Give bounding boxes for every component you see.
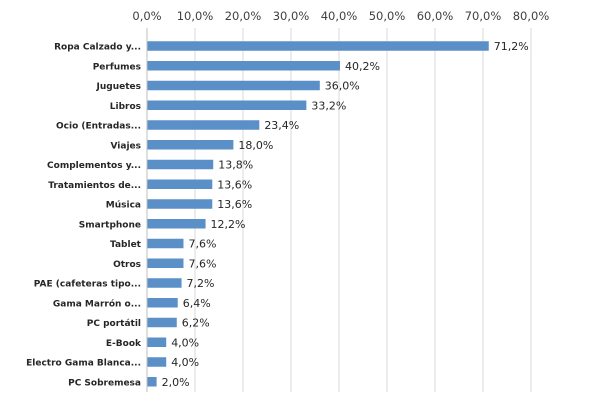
- x-tick-label: 20,0%: [225, 9, 262, 23]
- value-label: 4,0%: [171, 356, 199, 369]
- value-label: 7,2%: [187, 277, 215, 290]
- category-label: E-Book: [106, 339, 142, 349]
- bar: [147, 317, 177, 328]
- category-label: Tratamientos de...: [48, 181, 141, 191]
- category-label: Libros: [110, 102, 141, 112]
- category-label: Perfumes: [93, 62, 141, 72]
- category-label: PC Sobremesa: [68, 378, 141, 388]
- bar: [147, 120, 260, 130]
- bar: [147, 238, 184, 249]
- value-label: 40,2%: [345, 60, 380, 73]
- value-label: 18,0%: [238, 139, 273, 152]
- bar: [147, 377, 157, 387]
- value-label: 2,0%: [162, 376, 190, 389]
- x-tick-label: 60,0%: [417, 9, 454, 23]
- x-tick-label: 80,0%: [513, 9, 550, 23]
- category-label: Otros: [113, 260, 141, 270]
- bar: [147, 41, 489, 51]
- category-label: Música: [106, 201, 141, 211]
- bar: [147, 219, 206, 229]
- bar: [147, 100, 307, 110]
- category-label: PC portátil: [87, 319, 141, 329]
- value-label: 4,0%: [171, 336, 199, 349]
- x-tick-label: 10,0%: [177, 9, 214, 23]
- category-label: Electro Gama Blanca...: [26, 359, 141, 369]
- category-label: PAE (cafeteras tipo...: [34, 280, 141, 290]
- category-label: Ropa Calzado y...: [54, 43, 141, 53]
- x-tick-label: 50,0%: [369, 9, 406, 23]
- value-label: 6,2%: [182, 317, 210, 330]
- category-label: Ocio (Entradas...: [56, 122, 141, 132]
- bars: [147, 41, 489, 387]
- value-label: 23,4%: [264, 119, 299, 132]
- value-label: 7,6%: [188, 257, 216, 270]
- bar: [147, 298, 178, 308]
- bar: [147, 179, 213, 189]
- bar: [147, 199, 213, 209]
- value-label: 33,2%: [311, 99, 346, 112]
- x-tick-label: 0,0%: [132, 9, 161, 23]
- x-tick-label: 30,0%: [273, 9, 310, 23]
- value-label: 13,8%: [218, 159, 253, 172]
- value-label: 13,6%: [217, 198, 252, 211]
- x-axis-ticks: 0,0% 10,0% 20,0% 30,0% 40,0% 50,0% 60,0% 70,0% 8…: [132, 9, 549, 23]
- bar: [147, 159, 214, 170]
- bar: [147, 278, 182, 288]
- category-label: Juguetes: [96, 82, 141, 92]
- value-label: 71,2%: [494, 40, 529, 53]
- bar: [147, 357, 167, 367]
- bar: [147, 337, 167, 347]
- value-label: 36,0%: [325, 80, 360, 93]
- x-tick-label: 70,0%: [465, 9, 502, 23]
- bar: [147, 61, 340, 71]
- value-label: 7,6%: [188, 238, 216, 251]
- category-label: Smartphone: [79, 220, 141, 230]
- x-tick-label: 40,0%: [321, 9, 358, 23]
- value-labels: 71,2% 40,2% 36,0% 33,2% 23,4% 18,0% 13,8% 13,6%…: [162, 40, 529, 389]
- value-label: 6,4%: [183, 297, 211, 310]
- category-labels: Ropa Calzado y... Perfumes Juguetes Libros O…: [26, 43, 142, 389]
- category-label: Gama Marrón o...: [53, 298, 141, 309]
- bar: [147, 80, 320, 91]
- category-label: Viajes: [110, 141, 141, 151]
- value-label: 13,6%: [217, 178, 252, 191]
- bar: [147, 140, 234, 150]
- category-label: Tablet: [110, 240, 142, 250]
- category-label: Complementos y...: [47, 161, 141, 171]
- value-label: 12,2%: [211, 218, 246, 231]
- bar: [147, 258, 184, 268]
